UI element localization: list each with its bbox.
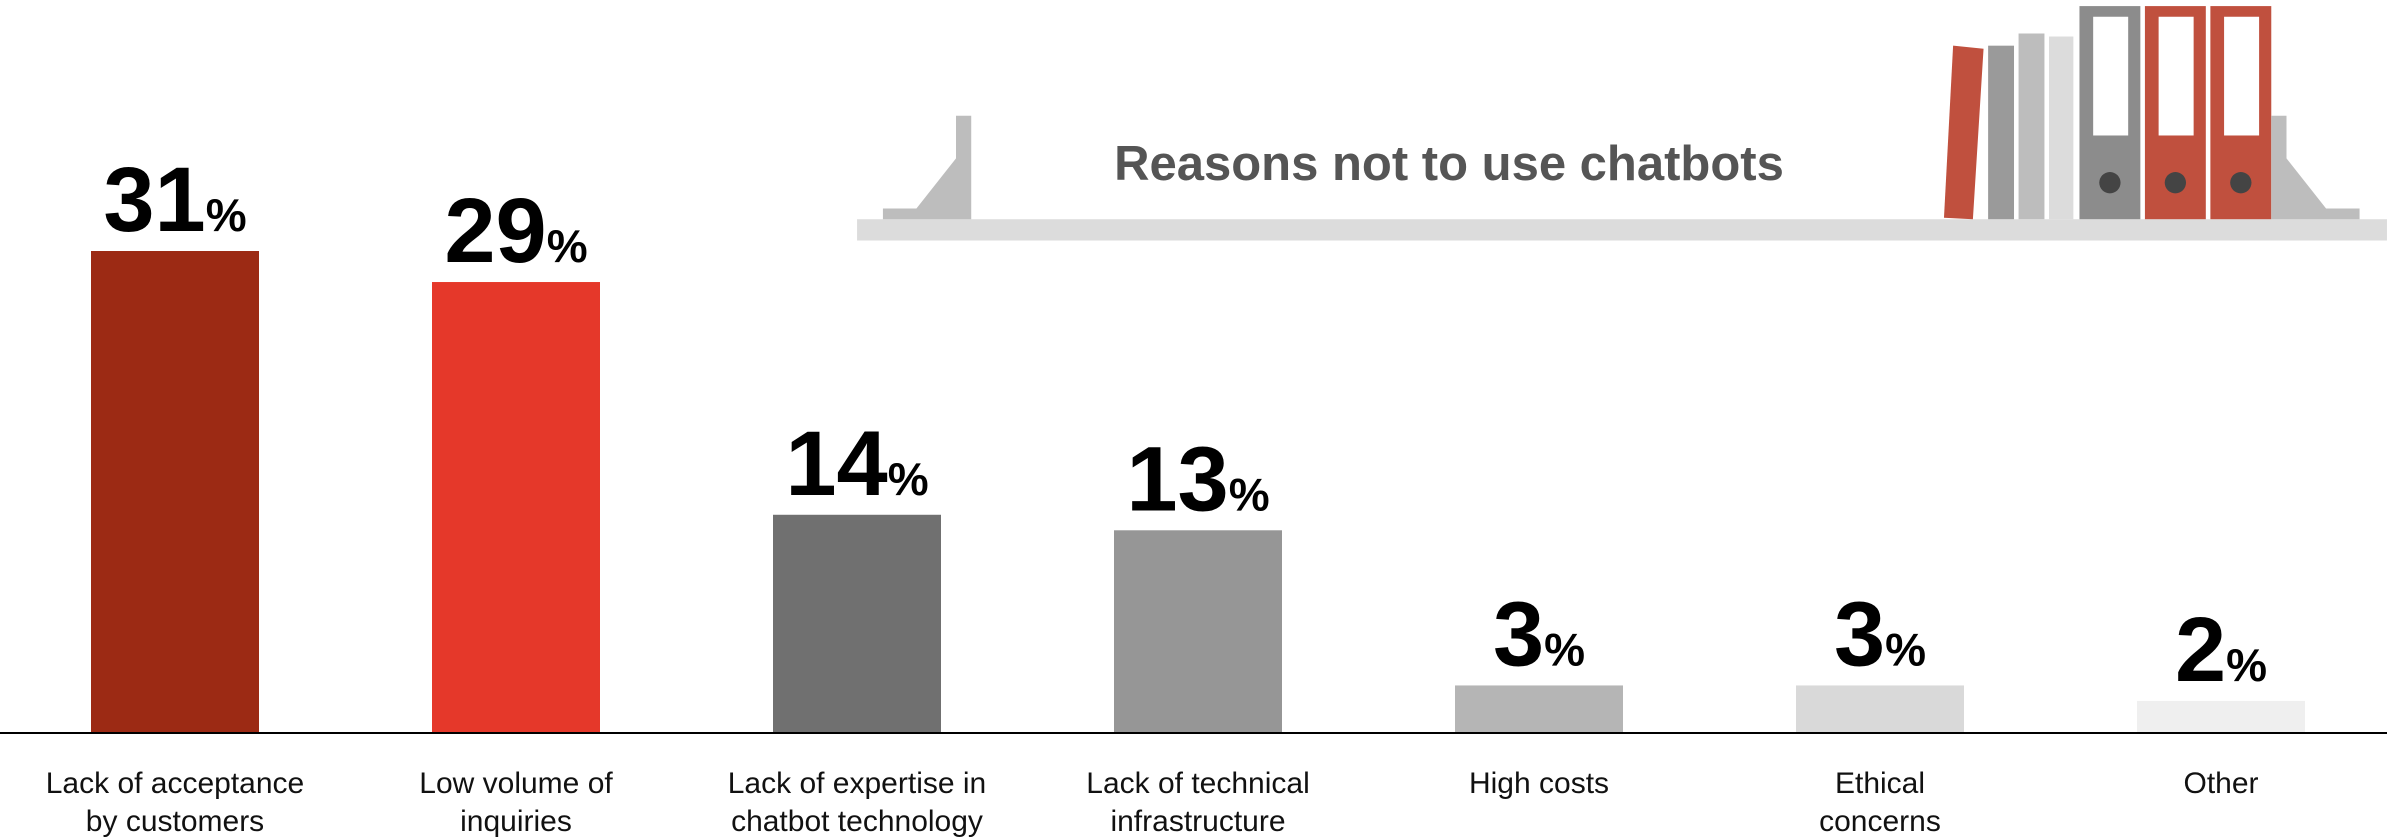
value-label: 13% <box>1126 428 1269 530</box>
x-tick-label: Ethical <box>1835 767 1925 800</box>
x-tick-label: inquiries <box>460 805 572 838</box>
x-tick-label: by customers <box>86 805 264 838</box>
value-label: 14% <box>785 413 928 515</box>
bar <box>432 282 600 732</box>
value-label: 3% <box>1493 583 1585 685</box>
x-tick-label: concerns <box>1819 805 1941 838</box>
bar <box>773 514 941 732</box>
bar <box>1455 685 1623 732</box>
bar <box>91 251 259 732</box>
value-label: 2% <box>2175 599 2267 701</box>
bar <box>1114 530 1282 732</box>
chart-title: Reasons not to use chatbots <box>1114 137 1784 191</box>
x-tick-label: Low volume of <box>419 767 613 800</box>
value-label: 3% <box>1834 583 1926 685</box>
x-tick-label: chatbot technology <box>731 805 983 838</box>
x-tick-label: High costs <box>1469 767 1609 800</box>
value-label: 31% <box>103 149 246 251</box>
x-tick-label: Lack of technical <box>1086 767 1309 800</box>
bar <box>1796 685 1964 732</box>
bar <box>2137 700 2305 732</box>
x-tick-label: Lack of acceptance <box>46 767 305 800</box>
x-tick-label: Lack of expertise in <box>728 767 986 800</box>
x-tick-label: infrastructure <box>1110 805 1285 838</box>
value-label: 29% <box>444 180 587 282</box>
x-tick-label: Other <box>2183 767 2258 800</box>
shelf-decoration <box>857 6 2387 241</box>
